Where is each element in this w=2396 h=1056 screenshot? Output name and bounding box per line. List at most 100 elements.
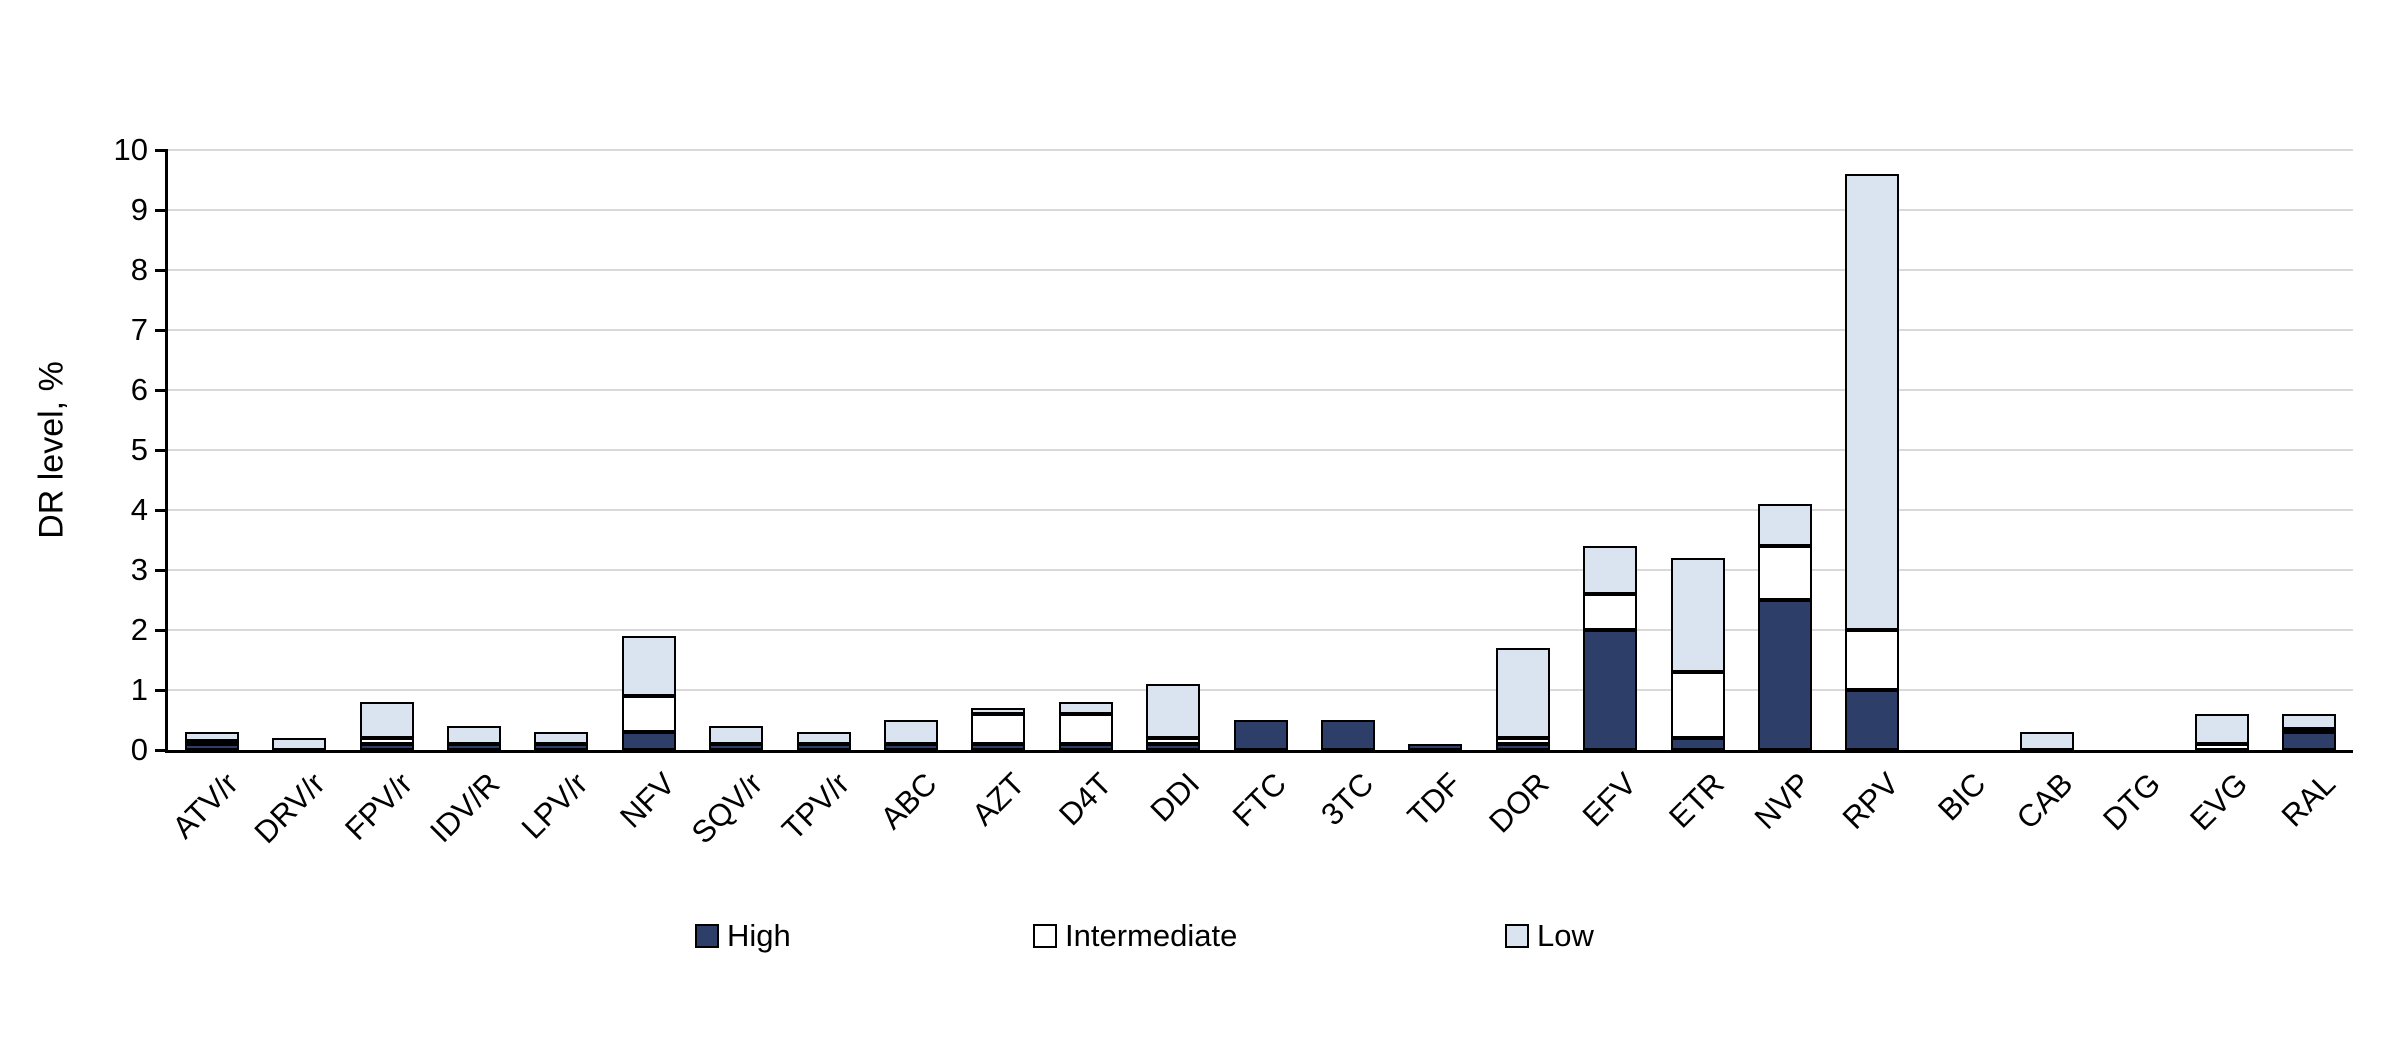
bar-segment-low xyxy=(1058,702,1113,714)
x-tick-label: EFV xyxy=(1575,766,1643,834)
bar-segment-intermediate xyxy=(2282,728,2337,732)
bar-segment-intermediate xyxy=(1495,738,1550,744)
bar-segment-intermediate xyxy=(1058,714,1113,744)
x-tick-label: ETR xyxy=(1661,766,1731,835)
bar-segment-high xyxy=(1757,600,1812,750)
bar-segment-intermediate xyxy=(1757,546,1812,600)
legend-label-high: High xyxy=(727,918,791,953)
y-tick-label: 2 xyxy=(130,612,148,647)
bar-segment-low xyxy=(796,732,851,744)
legend-item-low: Low xyxy=(1505,918,1594,954)
gridline xyxy=(168,629,2353,631)
y-tick-mark xyxy=(155,448,168,452)
gridline xyxy=(168,509,2353,511)
y-tick-label: 3 xyxy=(130,552,148,587)
gridline xyxy=(168,449,2353,451)
bar-segment-high xyxy=(1583,630,1638,750)
y-tick-label: 8 xyxy=(130,252,148,287)
x-tick-label: BIC xyxy=(1931,766,1993,828)
bar-segment-high xyxy=(1320,720,1375,750)
gridline xyxy=(168,569,2353,571)
gridline xyxy=(168,689,2353,691)
y-tick-label: 10 xyxy=(113,132,148,167)
bar-segment-intermediate xyxy=(971,714,1026,744)
x-tick-label: NVP xyxy=(1747,766,1818,836)
x-tick-label: LPV/r xyxy=(514,766,595,846)
legend-label-low: Low xyxy=(1537,918,1594,953)
y-tick-mark xyxy=(155,568,168,572)
plot-area: 0 1 2 3 4 5 6 7 8 9 10 ATV/r DRV/r FPV/r IDV/R LPV/r NFV… xyxy=(114,132,2353,850)
bar-segment-high xyxy=(2282,732,2337,750)
y-tick-label: 0 xyxy=(130,732,148,767)
x-tick-label: SQV/r xyxy=(684,766,769,851)
bar-segment-high xyxy=(534,744,589,750)
x-tick-label: IDV/R xyxy=(423,766,507,850)
bar-segment-high xyxy=(1146,744,1201,750)
bar-segment-intermediate xyxy=(1583,594,1638,630)
bar-segment-high xyxy=(446,744,501,750)
legend-swatch-intermediate xyxy=(1033,924,1057,948)
gridline xyxy=(168,269,2353,271)
y-tick-label: 4 xyxy=(130,492,148,527)
bar-segment-high xyxy=(1495,744,1550,750)
bar-segment-low xyxy=(1670,558,1725,672)
bar-segment-low xyxy=(1845,174,1900,630)
x-tick-label: FTC xyxy=(1225,766,1294,834)
bar-segment-low xyxy=(2282,714,2337,729)
y-tick-label: 7 xyxy=(130,312,148,347)
gridline xyxy=(168,209,2353,211)
y-tick-mark xyxy=(155,748,168,752)
y-tick-mark xyxy=(155,268,168,272)
bar-segment-high xyxy=(709,744,764,750)
bar-segment-high xyxy=(796,744,851,750)
y-tick-mark xyxy=(155,328,168,332)
gridline xyxy=(168,389,2353,391)
bar-segment-high xyxy=(1408,744,1463,750)
bar-segment-intermediate xyxy=(1845,630,1900,690)
x-tick-label: DRV/r xyxy=(247,766,332,851)
y-tick-mark xyxy=(155,208,168,212)
x-tick-label: ATV/r xyxy=(165,766,245,846)
bar-segment-intermediate xyxy=(1670,672,1725,738)
gridline xyxy=(168,329,2353,331)
bar-segment-low xyxy=(709,726,764,744)
y-tick-mark xyxy=(155,688,168,692)
x-tick-label: TPV/r xyxy=(775,766,857,847)
x-tick-label: CAB xyxy=(2010,766,2080,836)
bar-segment-low xyxy=(971,708,1026,714)
bar-segment-high xyxy=(1670,738,1725,750)
x-tick-label: TDF xyxy=(1400,766,1469,834)
bar-segment-low xyxy=(2194,714,2249,744)
bar-segment-low xyxy=(446,726,501,744)
bar-segment-low xyxy=(272,738,327,750)
bar-segment-intermediate xyxy=(621,696,676,732)
x-tick-label: NFV xyxy=(612,766,682,835)
x-tick-label: DTG xyxy=(2096,766,2168,838)
legend-swatch-high xyxy=(695,924,719,948)
legend-item-high: High xyxy=(695,918,791,954)
bar-segment-high xyxy=(1058,744,1113,750)
bar-segment-intermediate xyxy=(1146,738,1201,744)
bar-segment-high xyxy=(1845,690,1900,750)
bar-segment-high xyxy=(883,744,938,750)
x-tick-label: ABC xyxy=(873,766,944,836)
legend-swatch-low xyxy=(1505,924,1529,948)
legend-item-intermediate: Intermediate xyxy=(1033,918,1237,954)
x-tick-label: D4T xyxy=(1052,766,1119,833)
bar-segment-low xyxy=(184,732,239,741)
bar-segment-low xyxy=(883,720,938,744)
bar-segment-low xyxy=(1583,546,1638,594)
bar-segment-low xyxy=(1146,684,1201,738)
x-tick-label: 3TC xyxy=(1314,766,1381,833)
bar-segment-low xyxy=(1495,648,1550,738)
bar-segment-low xyxy=(359,702,414,738)
x-tick-label: RPV xyxy=(1835,766,1906,836)
bar-segment-intermediate xyxy=(359,738,414,744)
y-tick-label: 1 xyxy=(130,672,148,707)
x-tick-label: RAL xyxy=(2274,766,2343,834)
bar-segment-high xyxy=(971,744,1026,750)
bar-segment-low xyxy=(621,636,676,696)
y-tick-mark xyxy=(155,388,168,392)
y-tick-mark xyxy=(155,508,168,512)
